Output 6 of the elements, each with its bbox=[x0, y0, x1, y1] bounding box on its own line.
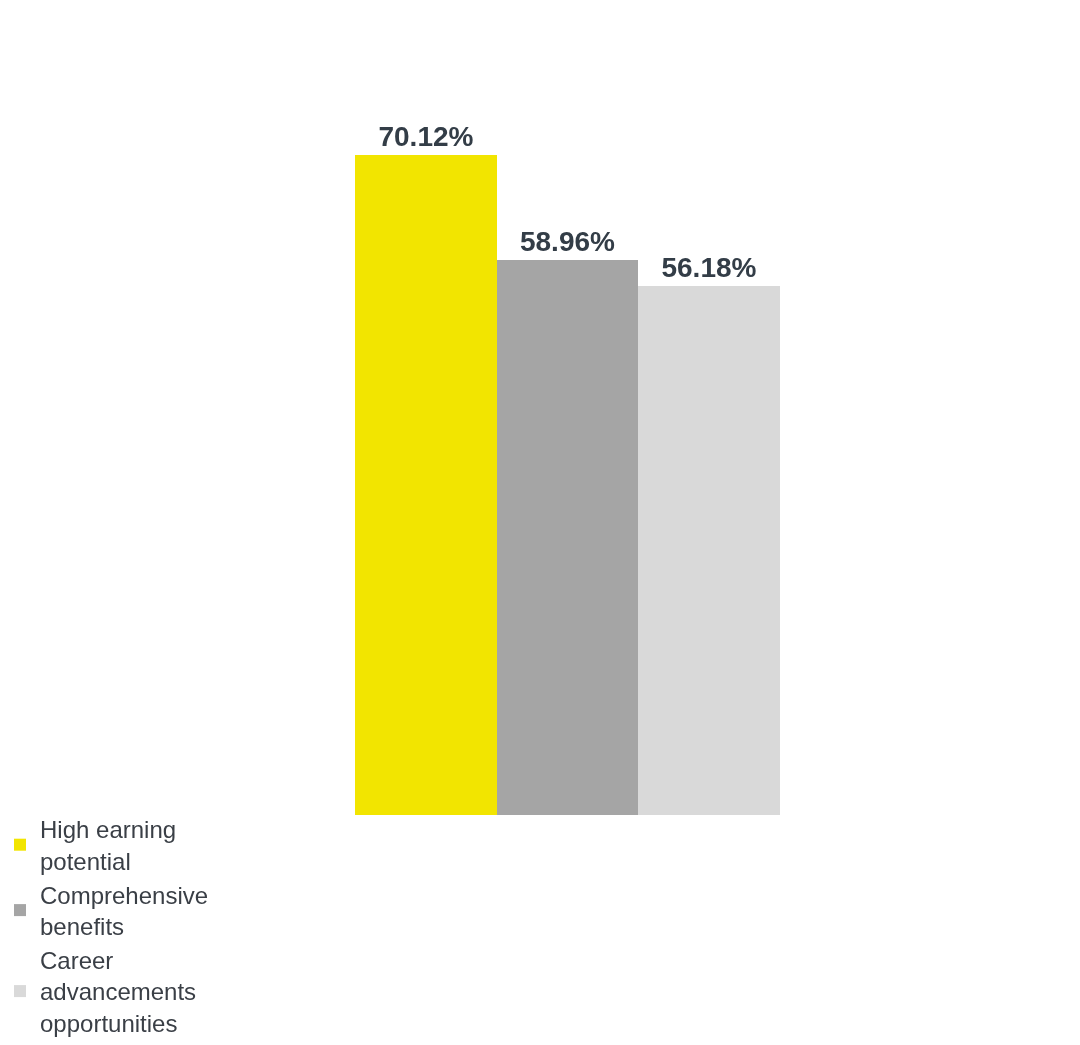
legend-label: High earning potential bbox=[40, 816, 177, 875]
data-label: 70.12% bbox=[378, 121, 474, 152]
legend-label: Comprehensive benefits bbox=[40, 881, 209, 941]
legend-label: Career advancements opportunities bbox=[40, 947, 197, 1037]
data-label: 58.96% bbox=[519, 226, 616, 257]
data-label: 56.18% bbox=[661, 252, 757, 283]
